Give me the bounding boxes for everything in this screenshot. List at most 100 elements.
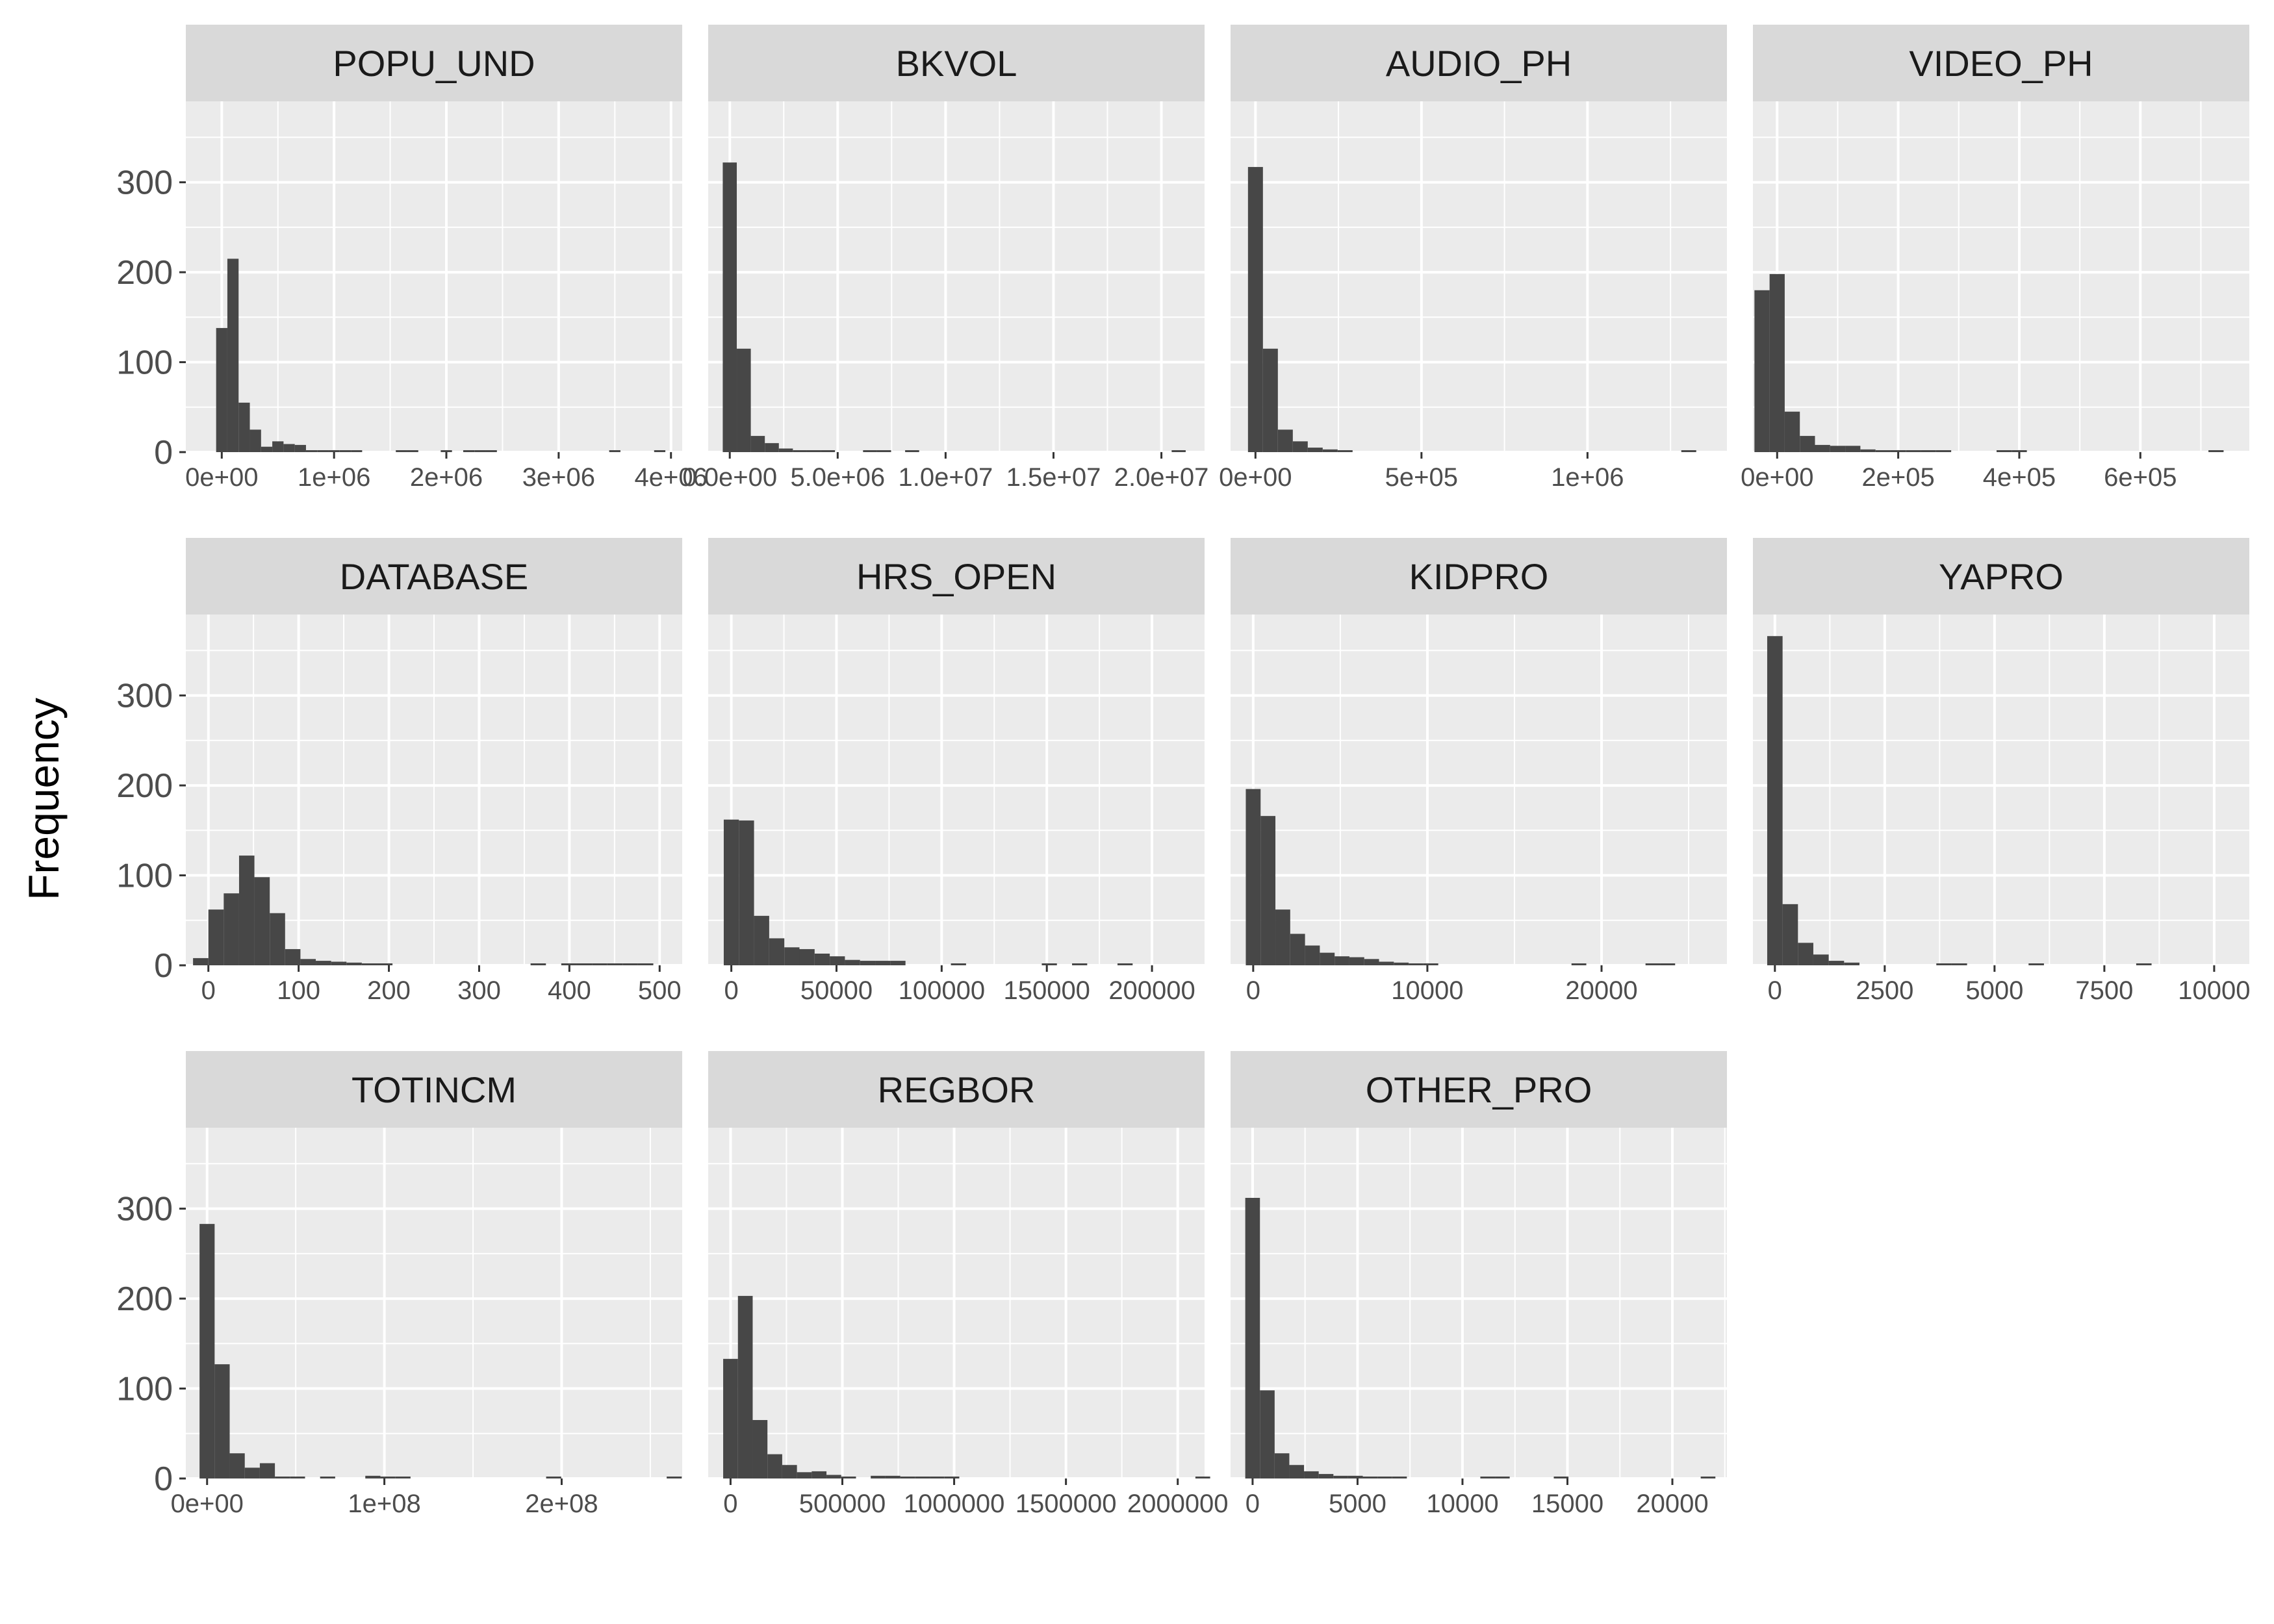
x-tick-label: 15000 — [1531, 1490, 1603, 1518]
histogram-bar — [1951, 963, 1967, 965]
histogram-bar — [905, 450, 919, 452]
histogram-bar — [1828, 961, 1845, 965]
histogram-bar — [1815, 444, 1830, 452]
histogram-bar — [1072, 963, 1088, 965]
y-tick-label: 300 — [116, 164, 173, 202]
histogram-bar — [249, 429, 261, 452]
histogram-bar — [193, 958, 209, 965]
panel-background — [708, 1128, 1205, 1478]
x-tick-label: 1.5e+07 — [1006, 463, 1101, 492]
histogram-bar — [1349, 957, 1364, 965]
histogram-bar — [900, 1477, 915, 1478]
histogram-bar — [811, 1471, 827, 1478]
facet-regbor: REGBOR 0 500000 1000000 1500000 2000000 — [708, 1051, 1229, 1518]
facet-title: KIDPRO — [1409, 556, 1549, 597]
histogram-bar — [799, 949, 815, 965]
y-axis-title: Frequency — [19, 698, 68, 900]
histogram-bar — [821, 450, 836, 452]
facet-strip — [1231, 1051, 1727, 1128]
y-tick-label: 0 — [154, 434, 173, 472]
x-tick-label: 1e+06 — [298, 463, 370, 492]
x-tick-label: 10000 — [2178, 976, 2250, 1005]
histogram-bar — [797, 1472, 812, 1478]
histogram-bar — [1195, 1477, 1210, 1478]
histogram-bar — [395, 1477, 411, 1478]
histogram-bar — [1289, 1465, 1305, 1478]
x-tick-label: 1e+06 — [1551, 463, 1624, 492]
histogram-bar — [294, 444, 306, 452]
histogram-bar — [474, 450, 486, 452]
histogram-bar — [784, 947, 800, 965]
histogram-bar — [1260, 816, 1276, 965]
panel-background — [186, 1128, 682, 1478]
facet-strip — [186, 538, 682, 615]
x-tick-label: 5.0e+06 — [790, 463, 885, 492]
histogram-bar — [216, 327, 227, 452]
x-tick-label: 2500 — [1856, 976, 1913, 1005]
y-tick-label: 200 — [116, 767, 173, 805]
histogram-bar — [224, 893, 239, 965]
x-tick-label: 2e+06 — [410, 463, 483, 492]
x-tick-label: 2e+05 — [1861, 463, 1934, 492]
histogram-bar — [244, 1467, 260, 1478]
x-tick-label: 5000 — [1329, 1490, 1386, 1518]
histogram-bar — [199, 1224, 215, 1478]
x-tick-label: 2e+08 — [525, 1490, 598, 1518]
histogram-bar — [782, 1465, 797, 1478]
histogram-bar — [1305, 945, 1320, 965]
histogram-bar — [1394, 962, 1409, 965]
histogram-bar — [1246, 789, 1261, 965]
histogram-bar — [1681, 450, 1696, 452]
histogram-bar — [750, 436, 765, 452]
histogram-bar — [1337, 450, 1353, 452]
x-tick-label: 1.0e+07 — [899, 463, 993, 492]
histogram-bar — [1553, 1477, 1569, 1478]
histogram-bar — [1700, 1477, 1716, 1478]
histogram-bar — [765, 443, 779, 452]
x-tick-label: 0e+00 — [1741, 463, 1813, 492]
histogram-bar — [723, 1358, 738, 1478]
histogram-bar — [1409, 963, 1424, 965]
facet-strip — [1231, 538, 1727, 615]
histogram-bar — [1292, 441, 1308, 452]
histogram-bar — [283, 444, 295, 452]
x-tick-label: 2.0e+07 — [1114, 463, 1209, 492]
histogram-bar — [208, 909, 224, 965]
histogram-bar — [463, 450, 475, 452]
histogram-bar — [752, 1420, 768, 1478]
facet-title: HRS_OPEN — [856, 556, 1056, 597]
panel-background — [1753, 615, 2249, 965]
histogram-bar — [890, 961, 906, 965]
facet-strip — [1753, 538, 2249, 615]
histogram-bar — [1845, 446, 1861, 452]
histogram-bar — [930, 1477, 945, 1478]
histogram-bar — [723, 819, 739, 965]
histogram-bar — [739, 820, 754, 965]
x-tick-label: 1500000 — [1016, 1490, 1117, 1518]
histogram-bar — [377, 963, 393, 965]
x-tick-label: 0 — [1768, 976, 1782, 1005]
histogram-bar — [272, 441, 284, 452]
histogram-bar — [885, 1475, 901, 1478]
facet-strip — [1753, 25, 2249, 101]
histogram-bar — [254, 877, 270, 965]
facet-strip — [708, 25, 1205, 101]
histogram-bar — [317, 450, 329, 452]
histogram-bar — [1318, 1474, 1334, 1478]
histogram-bar — [1844, 962, 1859, 965]
histogram-bar — [441, 450, 452, 452]
x-tick-label: 100 — [277, 976, 320, 1005]
histogram-bar — [767, 1454, 782, 1478]
histogram-bar — [1782, 904, 1798, 965]
histogram-bar — [722, 162, 737, 452]
histogram-bar — [1322, 449, 1338, 452]
histogram-bar — [609, 450, 620, 452]
histogram-bar — [1307, 448, 1323, 452]
histogram-bar — [1769, 273, 1785, 452]
histogram-bar — [1860, 449, 1876, 452]
histogram-bar — [951, 963, 966, 965]
facet-title: OTHER_PRO — [1366, 1069, 1592, 1110]
histogram-bar — [1290, 933, 1305, 965]
histogram-bar — [290, 1477, 305, 1478]
